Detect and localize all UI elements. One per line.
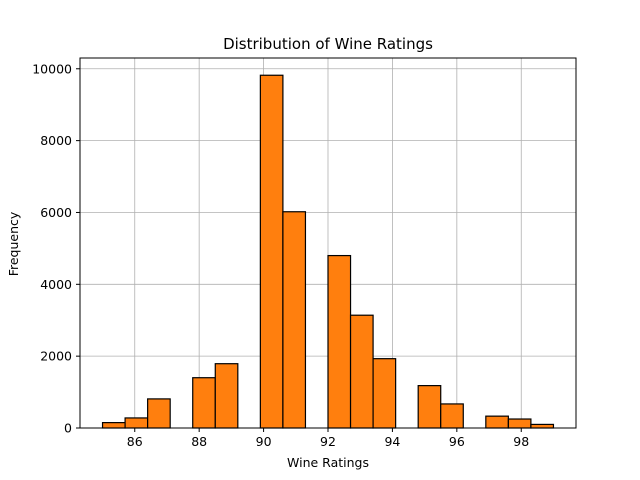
y-tick-label: 6000 [40,205,72,220]
histogram-bar [530,423,555,429]
y-tick-label: 8000 [40,133,72,148]
x-tick-label: 98 [513,434,529,449]
y-tick-label: 10000 [32,61,72,76]
x-tick-label: 90 [256,434,272,449]
y-tick-label: 0 [64,421,72,436]
chart-title: Distribution of Wine Ratings [223,35,433,53]
histogram-bar [372,358,397,429]
histogram-bar [440,403,464,429]
histogram-bar [259,74,284,429]
histogram-bar [214,363,239,429]
x-tick-label: 88 [191,434,207,449]
y-axis-label: Frequency [6,211,21,276]
histogram-bar [327,254,352,429]
histogram-bar [485,415,509,429]
x-axis-label: Wine Ratings [287,455,369,470]
histogram-bar [124,417,149,429]
histogram-bar [101,422,126,429]
y-axis-ticks: 0 2000 4000 6000 8000 10000 [32,61,80,436]
x-tick-label: 92 [320,434,336,449]
histogram-bar [147,398,171,429]
histogram-bar [417,385,442,429]
x-tick-label: 86 [127,434,143,449]
x-tick-label: 96 [449,434,465,449]
y-tick-label: 4000 [40,277,72,292]
x-tick-label: 94 [384,434,400,449]
y-tick-label: 2000 [40,349,72,364]
x-axis-ticks: 86 88 90 92 94 96 98 [127,428,529,449]
histogram-bar [349,314,374,429]
histogram-bar [282,211,307,429]
bars-group [101,74,555,429]
histogram-bar [192,377,216,429]
histogram-bar [507,418,532,429]
